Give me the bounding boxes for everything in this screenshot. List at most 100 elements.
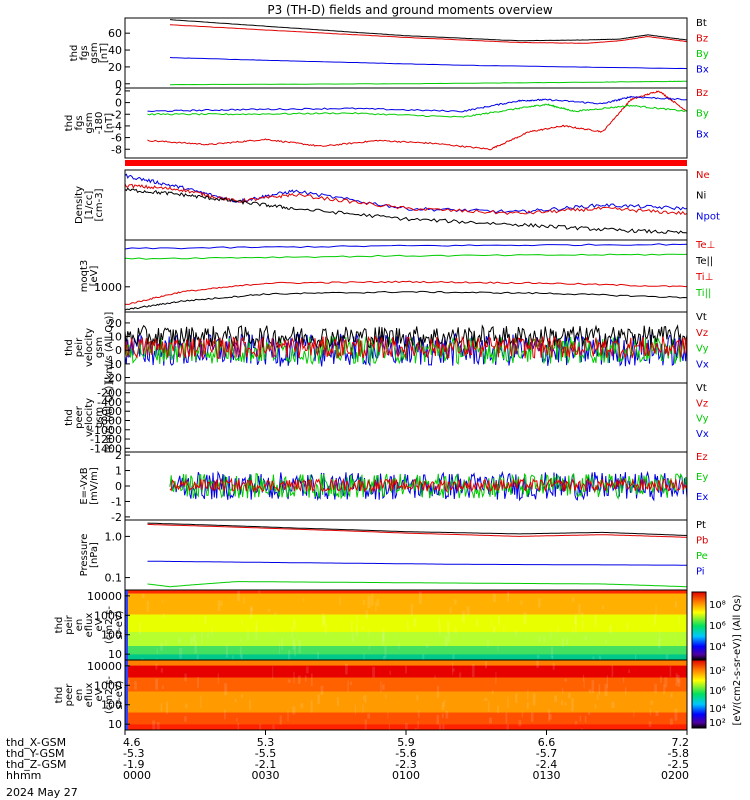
heatmap-texture xyxy=(551,656,554,662)
series-Pe xyxy=(147,560,687,566)
heatmap-texture xyxy=(287,710,289,721)
heatmap-texture xyxy=(384,646,387,658)
ytick-label: 0 xyxy=(115,480,122,493)
ytick-label: -10 xyxy=(104,358,122,371)
heatmap-texture xyxy=(294,644,296,657)
heatmap-texture xyxy=(484,697,488,701)
heatmap-texture xyxy=(503,624,505,633)
ytick-label: 100 xyxy=(101,699,122,712)
heatmap-texture xyxy=(548,709,551,722)
legend-By: By xyxy=(696,49,709,60)
heatmap-texture xyxy=(240,638,242,642)
ytick-label: -800 xyxy=(97,415,122,428)
ytick-label: 0 xyxy=(115,97,122,110)
heatmap-texture xyxy=(368,629,370,637)
footer-value: -5.3 xyxy=(123,747,144,760)
heatmap-texture xyxy=(471,664,475,678)
series-Ne xyxy=(124,183,688,216)
heatmap-texture xyxy=(538,636,541,642)
heatmap-texture xyxy=(311,673,313,687)
legend-Pi: Pi xyxy=(696,567,705,578)
heatmap-texture xyxy=(146,600,149,612)
heatmap-texture xyxy=(300,703,304,709)
heatmap-texture xyxy=(321,613,325,626)
series-By xyxy=(147,103,688,118)
heatmap-texture xyxy=(414,727,417,735)
footer-value: -2.5 xyxy=(668,758,689,771)
heatmap-texture xyxy=(370,593,374,606)
heatmap-texture xyxy=(611,665,614,677)
ylabel-line: sr-eV) xyxy=(114,680,125,709)
heatmap-texture xyxy=(416,695,419,701)
heatmap-texture xyxy=(654,683,658,693)
footer-value: -2.3 xyxy=(395,758,416,771)
footer-label: thd_X-GSM xyxy=(6,736,66,749)
panel-6: -200-400-600-800-1000-1200-1400 thd peer ve… xyxy=(64,382,709,456)
heatmap-texture xyxy=(362,704,364,713)
heatmap-texture xyxy=(665,654,669,660)
heatmap-texture xyxy=(598,655,601,660)
heatmap-texture xyxy=(536,654,540,659)
heatmap-texture xyxy=(564,678,568,682)
heatmap-texture xyxy=(485,661,488,669)
ylabel-line: gsm xyxy=(89,42,100,63)
heatmap-texture xyxy=(345,663,348,675)
heatmap-texture xyxy=(437,618,440,627)
ylabel-line: thd xyxy=(64,409,75,426)
heatmap-texture xyxy=(249,699,251,710)
heatmap-band xyxy=(125,654,687,661)
heatmap-texture xyxy=(279,715,282,725)
heatmap-texture xyxy=(298,640,301,654)
footer-label: thd_Z-GSM xyxy=(6,758,66,771)
heatmap-texture xyxy=(594,614,597,628)
heatmap-texture xyxy=(376,598,379,607)
ylabel-line: fgs xyxy=(79,45,90,60)
heatmap-texture xyxy=(304,675,307,682)
chart-title: P3 (TH-D) fields and ground moments over… xyxy=(267,3,552,17)
heatmap-texture xyxy=(367,595,371,609)
series-Vz xyxy=(124,335,688,360)
heatmap-texture xyxy=(317,694,320,704)
heatmap-texture xyxy=(664,677,668,688)
heatmap-texture xyxy=(568,692,571,699)
footer-value: -1.9 xyxy=(123,758,144,771)
heatmap-texture xyxy=(574,721,578,725)
heatmap-texture xyxy=(605,640,608,644)
ytick-label: 100 xyxy=(101,629,122,642)
heatmap-texture xyxy=(217,673,219,684)
heatmap-texture xyxy=(487,640,489,647)
heatmap-texture xyxy=(550,646,554,658)
ylabel-line: fgs xyxy=(74,115,85,130)
heatmap-texture xyxy=(225,645,229,658)
series-Te⊥ xyxy=(124,280,688,305)
heatmap-texture xyxy=(669,665,672,677)
heatmap-texture xyxy=(491,689,494,695)
heatmap-texture xyxy=(562,687,564,695)
heatmap-texture xyxy=(220,600,223,606)
legend-Vx: Vx xyxy=(696,359,709,370)
heatmap-texture xyxy=(626,622,629,630)
panel-frame xyxy=(124,17,688,89)
panel-4: 1000 moqt3 [eV] Te⊥ Te|| Ti⊥ Ti|| xyxy=(79,239,715,313)
legend-Ez: Ez xyxy=(696,452,708,463)
legend-Vt: Vt xyxy=(696,312,707,323)
heatmap-texture xyxy=(552,663,555,670)
ylabel-line: [1/cc] xyxy=(84,191,95,220)
heatmap-texture xyxy=(152,720,156,730)
heatmap-texture xyxy=(363,695,365,701)
heatmap-texture xyxy=(452,662,454,676)
footer-value: 0200 xyxy=(661,769,689,782)
heatmap-texture xyxy=(594,704,597,709)
series-Vx xyxy=(124,332,688,367)
legend-Vx: Vx xyxy=(696,429,709,440)
heatmap-texture xyxy=(520,600,523,605)
heatmap-texture xyxy=(575,621,577,633)
heatmap-texture xyxy=(255,620,258,631)
ytick-label: -20 xyxy=(104,372,122,385)
heatmap-texture xyxy=(384,694,387,699)
heatmap-texture xyxy=(418,591,422,605)
heatmap-texture xyxy=(291,626,294,638)
footer-value: 5.3 xyxy=(257,736,275,749)
series-Bx xyxy=(147,95,687,113)
heatmap-texture xyxy=(660,675,662,684)
